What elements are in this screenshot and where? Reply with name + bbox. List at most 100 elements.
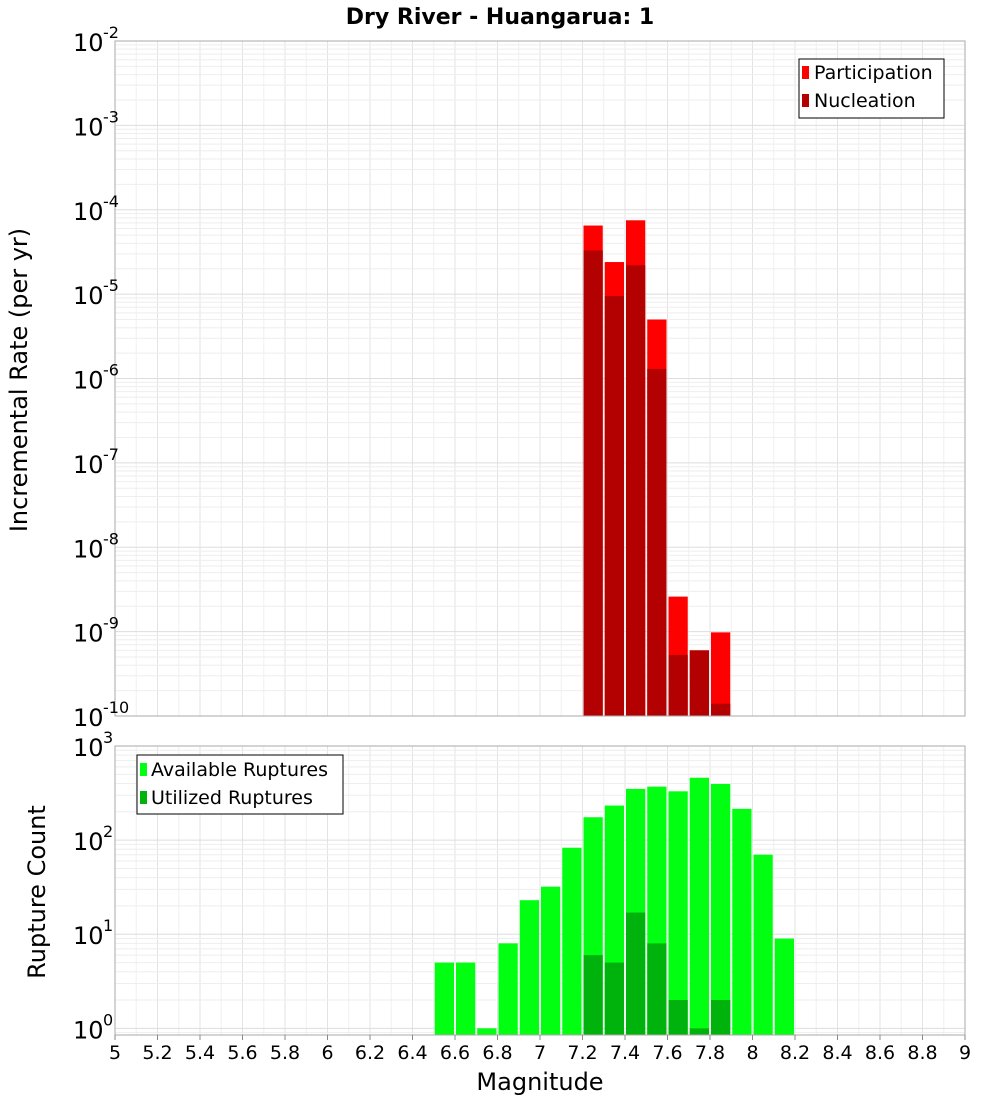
y-tick-label: 10: [73, 29, 104, 57]
y-tick-exponent: -7: [103, 445, 119, 464]
count-bar-series1: [541, 886, 561, 1035]
x-axis-label: Magnitude: [476, 1068, 603, 1096]
y-tick-exponent: -10: [103, 698, 129, 717]
rate-bars: [583, 220, 731, 717]
x-tick-label: 6.6: [440, 1042, 470, 1064]
rate-grid: [115, 40, 965, 717]
rate-bar-series2: [604, 296, 624, 716]
rate-bar-series2: [647, 368, 667, 716]
rate-y-axis-label: Incremental Rate (per yr): [5, 228, 33, 532]
count-bar-series2: [668, 1000, 688, 1035]
rate-bar-series2: [626, 265, 646, 716]
count-bars: [434, 777, 794, 1035]
count-y-axis-label: Rupture Count: [23, 805, 51, 979]
rate-bar-series2: [689, 650, 709, 716]
count-bar-series1: [732, 808, 752, 1035]
available-legend-label: Available Ruptures: [151, 759, 328, 781]
y-tick-exponent: -9: [103, 614, 119, 633]
x-tick-label: 8: [746, 1042, 758, 1064]
x-tick-label: 6.2: [355, 1042, 385, 1064]
y-tick-label: 10: [73, 620, 104, 648]
x-axis-ticks: 5 5.2 5.4 5.6 5.8 6 6.2 6.4 6.6 6.8 7 7.2 7.4 7.6 7.8 8…: [109, 1035, 971, 1064]
x-tick-label: 6.4: [397, 1042, 427, 1064]
y-tick-exponent: -4: [103, 192, 119, 211]
count-legend-box: [136, 754, 344, 815]
y-tick-label: 10: [73, 198, 104, 226]
rate-bar-series2: [583, 250, 603, 717]
count-bar-series2: [604, 962, 624, 1035]
rate-plot-frame: [114, 40, 966, 717]
y-tick-label: 10: [73, 535, 104, 563]
count-legend: Available Ruptures Utilized Ruptures: [136, 754, 344, 815]
y-tick-exponent: -5: [103, 276, 119, 295]
y-tick-exponent: 1: [103, 916, 113, 935]
x-tick-label: 5.4: [185, 1042, 215, 1064]
x-tick-label: 7: [534, 1042, 546, 1064]
y-tick-label: 10: [73, 282, 104, 310]
x-tick-label: 7.6: [652, 1042, 682, 1064]
x-tick-label: 8.6: [865, 1042, 895, 1064]
y-tick-exponent: -6: [103, 361, 119, 380]
y-tick-label: 10: [73, 704, 104, 732]
count-bar-series1: [456, 962, 476, 1035]
participation-legend-swatch: [802, 66, 809, 79]
count-bar-series1: [753, 854, 773, 1035]
count-bar-series1: [434, 962, 454, 1035]
x-tick-label: 8.4: [822, 1042, 852, 1064]
x-tick-label: 7.4: [610, 1042, 640, 1064]
x-tick-label: 5.2: [142, 1042, 172, 1064]
count-bar-series1: [711, 783, 731, 1035]
y-tick-label: 10: [73, 1016, 104, 1044]
y-tick-exponent: -3: [103, 107, 119, 126]
count-bar-series1: [519, 900, 539, 1035]
count-bar-series2: [711, 1000, 731, 1035]
y-tick-exponent: 3: [103, 728, 113, 747]
x-tick-label: 7.8: [695, 1042, 725, 1064]
count-bar-series1: [774, 938, 794, 1035]
rate-bar-series2: [668, 654, 688, 716]
x-tick-label: 5: [109, 1042, 121, 1064]
chart-title: Dry River - Huangarua: 1: [346, 5, 654, 30]
x-tick-label: 8.8: [907, 1042, 937, 1064]
y-tick-label: 10: [73, 922, 104, 950]
rate-legend: Participation Nucleation: [798, 58, 945, 119]
x-tick-label: 5.6: [227, 1042, 257, 1064]
count-bar-series1: [477, 1028, 497, 1035]
x-tick-label: 6: [321, 1042, 333, 1064]
count-bar-series2: [583, 955, 603, 1035]
x-tick-label: 8.2: [780, 1042, 810, 1064]
utilized-legend-label: Utilized Ruptures: [151, 787, 313, 809]
count-bar-series2: [647, 943, 667, 1035]
y-tick-exponent: -2: [103, 23, 119, 42]
x-tick-label: 7.2: [567, 1042, 597, 1064]
utilized-legend-swatch: [140, 791, 147, 804]
count-bar-series1: [668, 791, 688, 1035]
y-tick-exponent: -8: [103, 529, 119, 548]
y-tick-label: 10: [73, 367, 104, 395]
rate-bar-series1: [711, 632, 731, 716]
nucleation-legend-swatch: [802, 94, 809, 107]
x-tick-label: 9: [959, 1042, 971, 1064]
y-tick-label: 10: [73, 451, 104, 479]
count-bar-series2: [626, 912, 646, 1035]
count-bar-series1: [562, 847, 582, 1035]
available-legend-swatch: [140, 763, 147, 776]
y-tick-exponent: 0: [103, 1010, 113, 1029]
count-bar-series2: [689, 1028, 709, 1035]
nucleation-legend-label: Nucleation: [814, 90, 916, 112]
rate-legend-box: [798, 58, 945, 119]
count-bar-series1: [689, 777, 709, 1035]
rate-bar-series2: [711, 703, 731, 716]
participation-legend-label: Participation: [814, 62, 933, 84]
y-tick-label: 10: [73, 828, 104, 856]
x-tick-label: 6.8: [482, 1042, 512, 1064]
count-bar-series1: [498, 943, 518, 1035]
x-tick-label: 5.8: [270, 1042, 300, 1064]
y-tick-exponent: 2: [103, 822, 113, 841]
y-tick-label: 10: [73, 734, 104, 762]
